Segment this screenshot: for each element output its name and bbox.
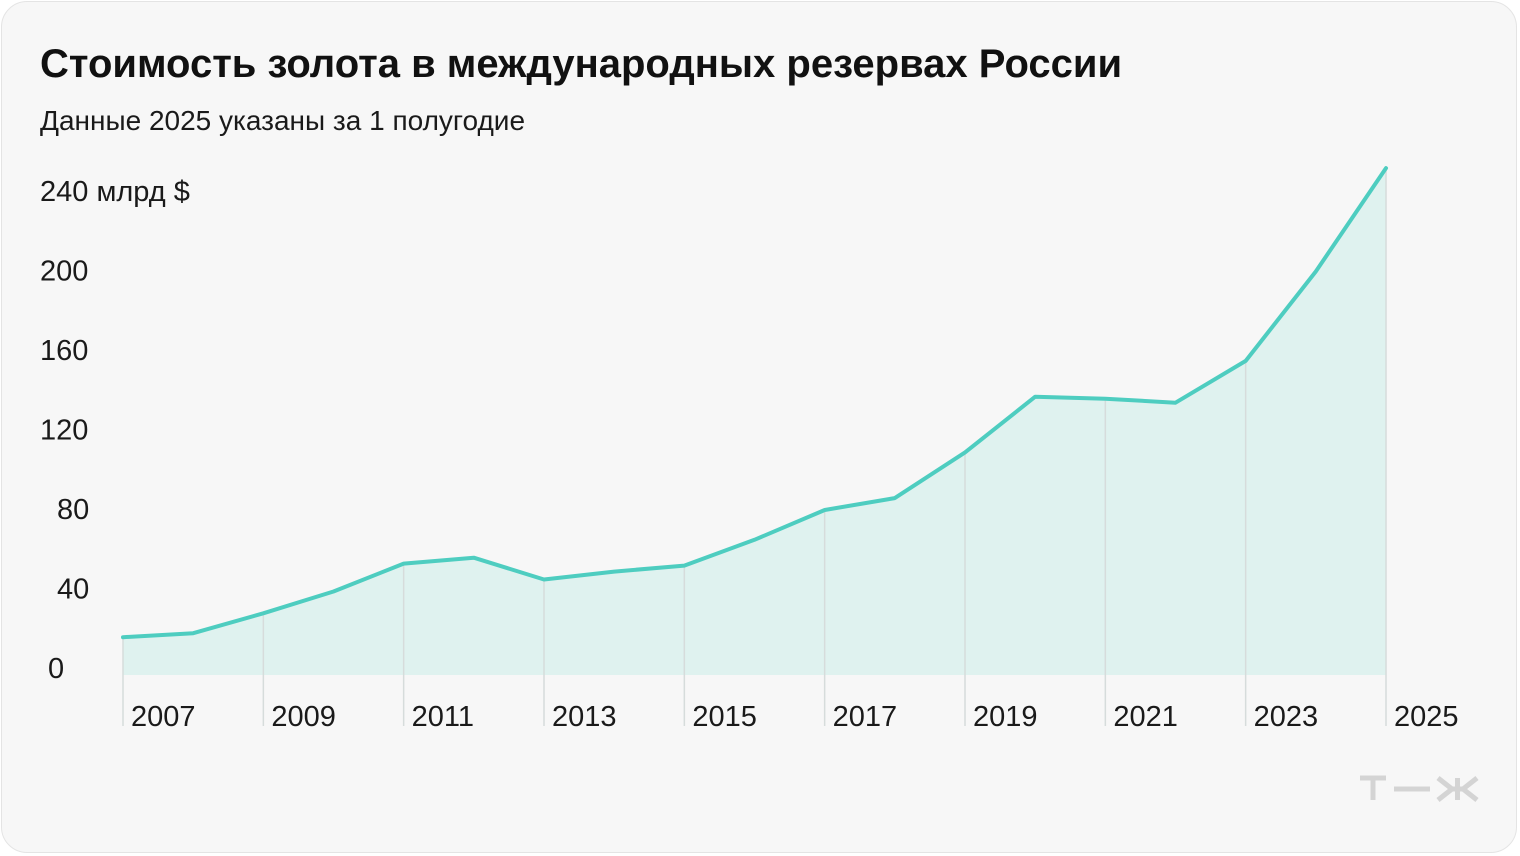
y-tick-label-200: 200 xyxy=(40,256,88,288)
x-tick-label-2021: 2021 xyxy=(1113,701,1178,733)
y-tick-label-240: 240 млрд $ xyxy=(40,176,190,208)
x-tick-label-2019: 2019 xyxy=(973,701,1038,733)
chart-title: Стоимость золота в международных резерва… xyxy=(40,42,1123,86)
line-layer xyxy=(121,166,1388,640)
y-tick-label-40: 40 xyxy=(57,574,89,606)
area-layer xyxy=(123,168,1386,675)
y-tick-label-80: 80 xyxy=(57,494,89,526)
y-tick-label-0: 0 xyxy=(48,653,64,685)
y-tick-label-120: 120 xyxy=(40,415,88,447)
x-tick-label-2023: 2023 xyxy=(1254,701,1319,733)
tzh-logo-icon xyxy=(1360,775,1479,802)
y-axis: 0 40 80 120 160 200 240 млрд $ xyxy=(40,176,190,685)
x-tick-label-2015: 2015 xyxy=(692,701,757,733)
x-tick-label-2017: 2017 xyxy=(833,701,898,733)
x-tick-label-2025: 2025 xyxy=(1394,701,1459,733)
x-tick-label-2009: 2009 xyxy=(271,701,336,733)
year-gridlines xyxy=(122,168,1387,726)
x-axis: 2007 2009 2011 2013 2015 2017 2019 2021 2023 2025 xyxy=(131,701,1459,733)
area-fill xyxy=(123,168,1386,675)
x-tick-label-2013: 2013 xyxy=(552,701,617,733)
chart-subtitle: Данные 2025 указаны за 1 полугодие xyxy=(40,105,526,136)
x-tick-label-2007: 2007 xyxy=(131,701,196,733)
x-tick-label-2011: 2011 xyxy=(412,701,474,733)
y-tick-label-160: 160 xyxy=(40,335,88,367)
